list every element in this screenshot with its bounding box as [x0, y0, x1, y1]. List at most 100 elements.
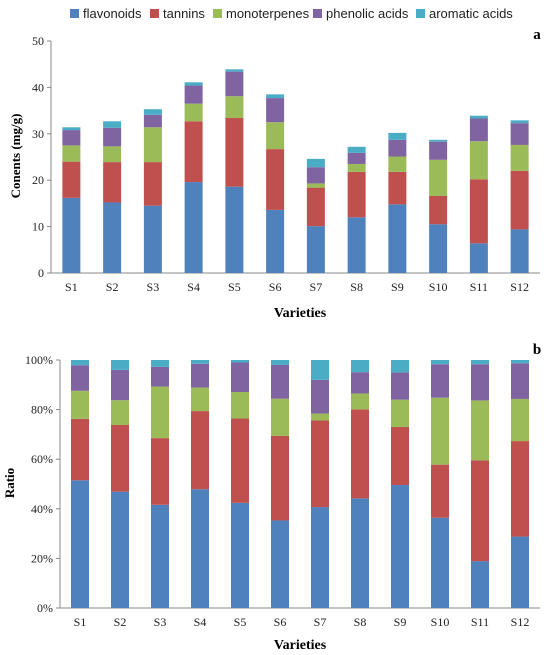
legend-label-flavonoids: flavonoids	[83, 5, 142, 21]
bar-aromatic-acids-s8-b	[351, 360, 369, 373]
y-tick-label-b: 40%	[31, 502, 53, 516]
x-tick-label-a: S6	[269, 280, 282, 294]
x-tick-label-a: S8	[350, 280, 363, 294]
bar-phenolic-acids-s3-b	[151, 366, 169, 387]
legend-label-aromatic-acids: aromatic acids	[429, 5, 513, 21]
bar-tannins-s3-b	[151, 438, 169, 505]
bar-tannins-s11-a	[469, 179, 488, 244]
bar-flavonoids-s2-a	[103, 202, 122, 273]
bar-flavonoids-s4-a	[184, 182, 203, 273]
bar-aromatic-acids-s9-a	[388, 132, 407, 140]
bar-flavonoids-s6-a	[266, 209, 285, 273]
bar-flavonoids-s9-b	[391, 484, 409, 608]
panel-label-a: a	[533, 27, 541, 43]
bar-monoterpenes-s9-a	[388, 156, 407, 172]
chart-legend: flavonoids tannins monoterpenes phenolic…	[0, 4, 550, 24]
bar-flavonoids-s2-b	[111, 491, 129, 608]
x-tick-label-b: S10	[431, 615, 450, 629]
panel-label-b: b	[533, 342, 541, 358]
bar-phenolic-acids-s5-b	[231, 362, 249, 392]
bar-phenolic-acids-s2-b	[111, 369, 129, 401]
bar-phenolic-acids-s1-b	[71, 365, 89, 391]
bar-monoterpenes-s12-a	[510, 144, 529, 171]
bar-tannins-s9-a	[388, 171, 407, 205]
bar-tannins-s4-a	[184, 121, 203, 183]
bar-monoterpenes-s3-b	[151, 386, 169, 439]
bar-aromatic-acids-s2-a	[103, 121, 122, 128]
bar-monoterpenes-s6-b	[271, 398, 289, 436]
y-tick-label-a: 0	[38, 266, 44, 280]
x-tick-label-a: S7	[310, 280, 323, 294]
bar-phenolic-acids-s10-a	[429, 141, 448, 160]
bar-phenolic-acids-s11-a	[469, 118, 488, 142]
bar-flavonoids-s9-a	[388, 204, 407, 273]
bar-monoterpenes-s5-a	[225, 96, 244, 119]
bar-tannins-s6-b	[271, 435, 289, 521]
legend-label-tannins: tannins	[163, 5, 205, 21]
y-axis-label-a: Conents (mg/g)	[8, 114, 23, 199]
legend-label-monoterpenes: monoterpenes	[226, 5, 310, 21]
chart-panel-b: 0% 20% 40% 60% 80% 100% S1 S2 S3 S4 S5 S6 S7 S8 S9 S10 S…	[2, 342, 541, 653]
bar-phenolic-acids-s5-a	[225, 71, 244, 97]
x-tick-label-b: S11	[471, 615, 489, 629]
bar-monoterpenes-s8-b	[351, 393, 369, 410]
bar-aromatic-acids-s2-b	[111, 360, 129, 370]
bar-flavonoids-s8-b	[351, 498, 369, 608]
legend-swatch-tannins	[150, 8, 159, 18]
chart-panel-a: 0 10 20 30 40 50 S1 S2 S3 S4 S5 S6 S7 S8 S9 S10 S11 S12 a…	[8, 27, 541, 321]
bar-aromatic-acids-s3-a	[143, 109, 162, 115]
bar-aromatic-acids-s12-b	[511, 360, 529, 364]
bar-aromatic-acids-s10-a	[429, 139, 448, 142]
x-tick-label-a: S12	[510, 280, 529, 294]
y-tick-label-a: 40	[32, 80, 44, 94]
bar-phenolic-acids-s10-b	[431, 364, 449, 398]
bar-tannins-s11-b	[471, 460, 489, 562]
bar-tannins-s8-b	[351, 409, 369, 499]
bar-flavonoids-s4-b	[191, 489, 209, 608]
y-tick-label-a: 30	[32, 127, 44, 141]
bar-aromatic-acids-s7-a	[306, 158, 325, 168]
legend-swatch-monoterpenes	[213, 8, 222, 18]
x-tick-label-b: S1	[74, 615, 87, 629]
bar-phenolic-acids-s6-a	[266, 98, 285, 123]
bar-phenolic-acids-s8-a	[347, 152, 366, 164]
bar-phenolic-acids-s6-b	[271, 364, 289, 399]
bar-phenolic-acids-s8-b	[351, 372, 369, 394]
x-axis-label-b: Varieties	[274, 638, 327, 653]
bar-tannins-s7-b	[311, 420, 329, 508]
bar-phenolic-acids-s9-b	[391, 372, 409, 400]
x-tick-label-b: S8	[354, 615, 367, 629]
x-tick-label-a: S9	[391, 280, 404, 294]
bar-flavonoids-s5-b	[231, 502, 249, 608]
x-tick-label-a: S4	[187, 280, 200, 294]
bar-tannins-s2-a	[103, 162, 122, 203]
bar-aromatic-acids-s1-a	[62, 127, 81, 131]
x-tick-label-b: S4	[194, 615, 207, 629]
bar-tannins-s9-b	[391, 426, 409, 485]
bar-tannins-s2-b	[111, 424, 129, 492]
x-tick-label-b: S6	[274, 615, 287, 629]
bar-monoterpenes-s12-b	[511, 398, 529, 442]
y-tick-label-b: 60%	[31, 452, 53, 466]
bar-flavonoids-s7-b	[311, 507, 329, 608]
y-tick-label-b: 20%	[31, 551, 53, 565]
bar-phenolic-acids-s7-b	[311, 379, 329, 414]
bar-flavonoids-s7-a	[306, 226, 325, 273]
bar-monoterpenes-s8-a	[347, 163, 366, 172]
bar-phenolic-acids-s2-a	[103, 127, 122, 147]
y-tick-label-b: 100%	[25, 353, 53, 367]
x-tick-label-a: S11	[470, 280, 488, 294]
bar-monoterpenes-s4-a	[184, 103, 203, 122]
legend-swatch-phenolic-acids	[313, 8, 322, 18]
legend-swatch-flavonoids	[70, 8, 79, 18]
x-tick-label-b: S3	[154, 615, 167, 629]
bar-monoterpenes-s11-a	[469, 141, 488, 180]
bar-tannins-s5-a	[225, 118, 244, 187]
legend-item-tannins: tannins	[150, 4, 205, 22]
bar-monoterpenes-s4-b	[191, 387, 209, 412]
bar-phenolic-acids-s9-a	[388, 139, 407, 157]
x-tick-label-a: S10	[429, 280, 448, 294]
x-tick-label-b: S5	[234, 615, 247, 629]
bar-monoterpenes-s9-b	[391, 399, 409, 427]
bar-monoterpenes-s7-a	[306, 183, 325, 188]
